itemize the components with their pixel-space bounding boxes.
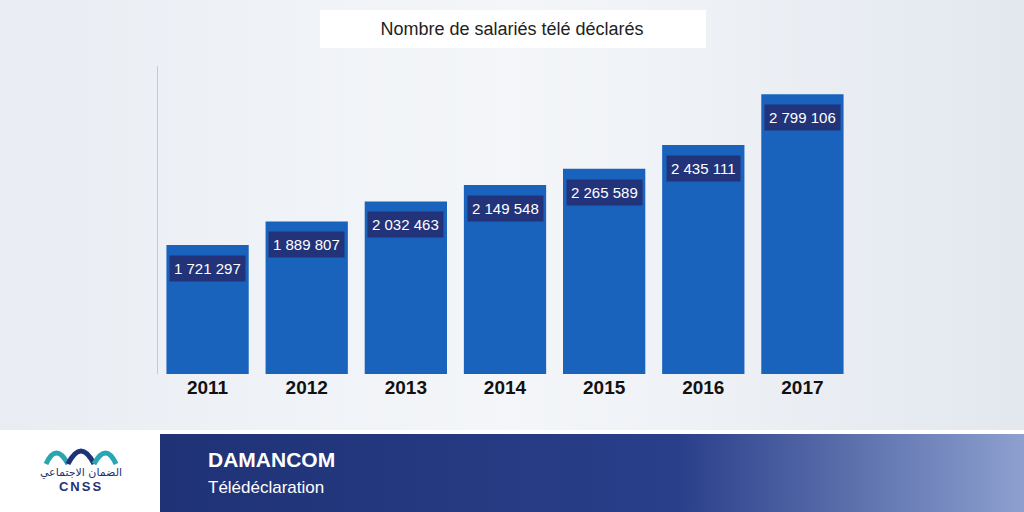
svg-text:Nombre de salariés télé déclar: Nombre de salariés télé déclarés	[380, 19, 643, 39]
svg-text:2014: 2014	[484, 377, 527, 398]
svg-text:2013: 2013	[385, 377, 427, 398]
html-text:Télédéclaration: Télédéclaration	[208, 478, 325, 497]
html-text:DAMANCOM: DAMANCOM	[208, 448, 336, 471]
svg-text:2011: 2011	[187, 377, 229, 398]
svg-text:2 149 548: 2 149 548	[472, 200, 539, 217]
svg-text:1 721 297: 1 721 297	[174, 260, 241, 277]
svg-text:2012: 2012	[286, 377, 328, 398]
html-text:الضمان الاجتماعي: الضمان الاجتماعي	[39, 466, 123, 479]
svg-text:2 265 589: 2 265 589	[571, 184, 638, 201]
svg-text:2 799 106: 2 799 106	[769, 109, 836, 126]
svg-text:2 032 463: 2 032 463	[372, 216, 439, 233]
svg-text:1 889 807: 1 889 807	[273, 236, 340, 253]
svg-text:2 435 111: 2 435 111	[671, 160, 736, 177]
html-text:CNSS: CNSS	[58, 479, 104, 494]
svg-text:2017: 2017	[781, 377, 823, 398]
svg-text:2016: 2016	[682, 377, 724, 398]
svg-text:2015: 2015	[583, 377, 626, 398]
